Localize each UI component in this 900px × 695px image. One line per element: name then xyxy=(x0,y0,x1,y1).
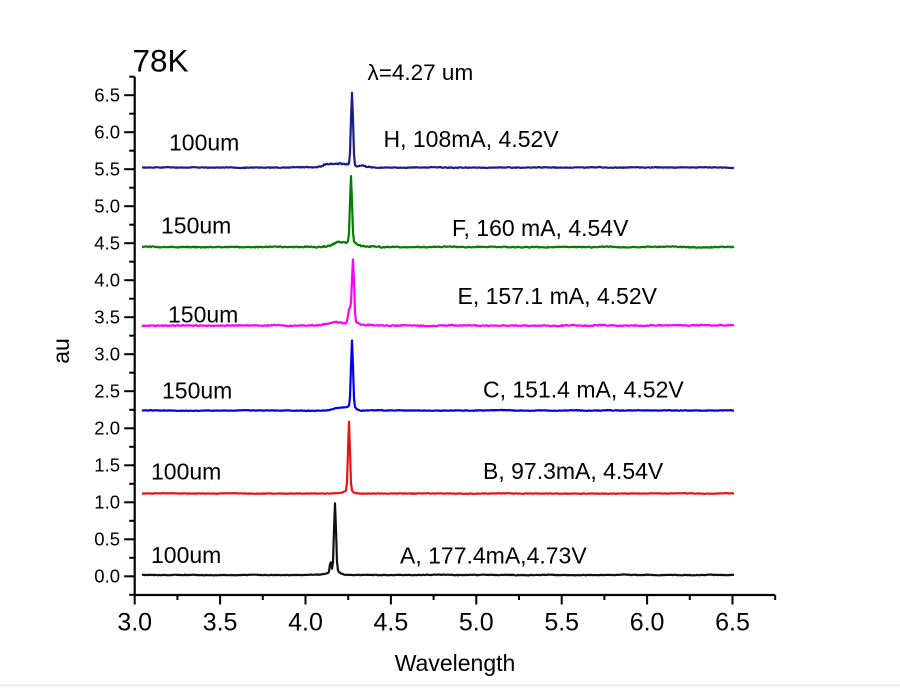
svg-text:4.0: 4.0 xyxy=(288,609,323,637)
svg-text:λ=4.27 um: λ=4.27 um xyxy=(368,60,474,85)
svg-text:100um: 100um xyxy=(169,130,239,156)
svg-text:0.5: 0.5 xyxy=(94,529,120,550)
svg-text:150um: 150um xyxy=(168,302,238,328)
svg-text:6.0: 6.0 xyxy=(630,609,665,637)
svg-text:3.5: 3.5 xyxy=(94,306,120,327)
svg-text:3.0: 3.0 xyxy=(94,343,120,364)
svg-text:B, 97.3mA, 4.54V: B, 97.3mA, 4.54V xyxy=(483,458,664,484)
svg-text:5.5: 5.5 xyxy=(544,609,579,637)
svg-text:4.0: 4.0 xyxy=(94,269,120,290)
svg-text:H, 108mA, 4.52V: H, 108mA, 4.52V xyxy=(384,126,560,152)
svg-text:au: au xyxy=(48,338,74,364)
svg-text:1.0: 1.0 xyxy=(94,492,120,513)
svg-text:F, 160 mA, 4.54V: F, 160 mA, 4.54V xyxy=(452,215,629,241)
svg-text:150um: 150um xyxy=(161,213,231,239)
svg-text:150um: 150um xyxy=(162,378,232,404)
svg-text:6.5: 6.5 xyxy=(715,609,750,637)
svg-text:C, 151.4 mA, 4.52V: C, 151.4 mA, 4.52V xyxy=(483,377,684,403)
svg-text:6.0: 6.0 xyxy=(94,121,120,142)
svg-text:5.0: 5.0 xyxy=(94,195,120,216)
svg-text:E, 157.1 mA, 4.52V: E, 157.1 mA, 4.52V xyxy=(458,283,658,309)
svg-text:0.0: 0.0 xyxy=(94,566,120,587)
svg-text:4.5: 4.5 xyxy=(94,232,120,253)
svg-text:A, 177.4mA,4.73V: A, 177.4mA,4.73V xyxy=(400,543,587,569)
svg-text:1.5: 1.5 xyxy=(94,455,120,476)
svg-text:5.5: 5.5 xyxy=(94,158,120,179)
svg-text:78K: 78K xyxy=(133,43,189,79)
svg-text:6.5: 6.5 xyxy=(94,84,120,105)
svg-text:100um: 100um xyxy=(151,542,221,568)
svg-text:3.0: 3.0 xyxy=(117,609,152,637)
svg-text:2.0: 2.0 xyxy=(94,418,120,439)
svg-text:4.5: 4.5 xyxy=(374,609,409,637)
svg-text:5.0: 5.0 xyxy=(459,609,494,637)
svg-text:3.5: 3.5 xyxy=(203,609,238,637)
svg-text:100um: 100um xyxy=(151,458,221,484)
svg-text:2.5: 2.5 xyxy=(94,380,120,401)
svg-text:Wavelength: Wavelength xyxy=(395,650,516,676)
